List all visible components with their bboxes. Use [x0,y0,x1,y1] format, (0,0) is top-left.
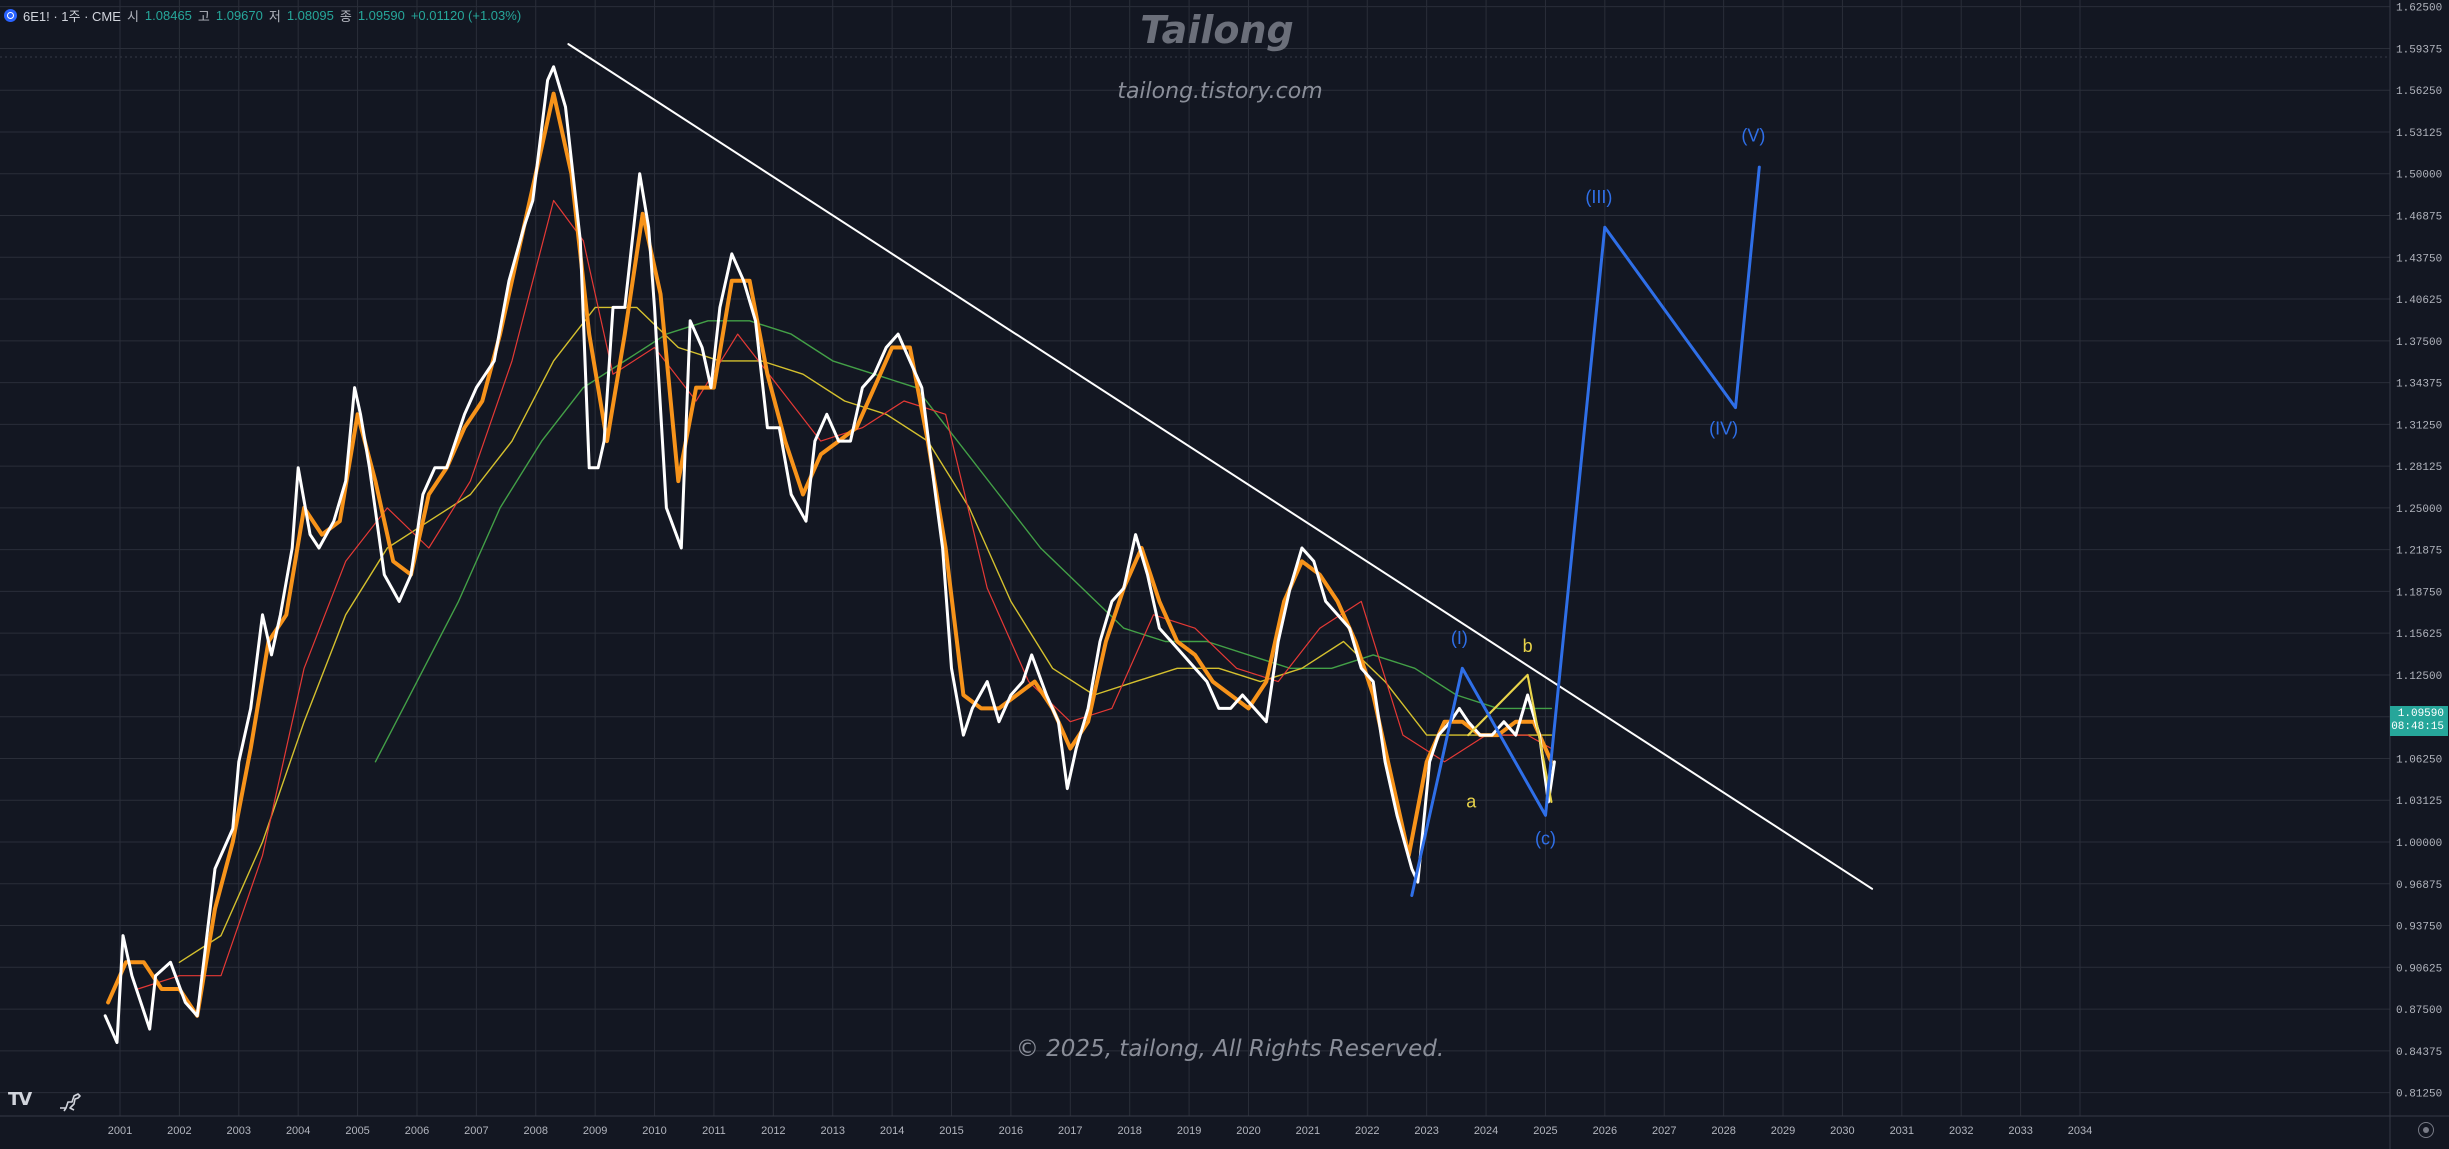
wave-label: (c) [1535,829,1556,849]
x-tick-label: 2003 [227,1125,251,1137]
y-tick-label: 1.40625 [2396,295,2442,307]
x-tick-label: 2002 [167,1125,191,1137]
wave-label: (IV) [1709,418,1738,438]
x-tick-label: 2020 [1236,1125,1260,1137]
wave-label: (III) [1585,187,1612,207]
wave-label: b [1523,636,1533,656]
x-tick-label: 2025 [1533,1125,1557,1137]
x-tick-label: 2028 [1711,1125,1735,1137]
x-tick-label: 2012 [761,1125,785,1137]
high-value: 1.09670 [215,8,263,23]
y-tick-label: 1.37500 [2396,337,2442,349]
ma-red-line [137,199,1552,990]
x-tick-label: 2023 [1414,1125,1438,1137]
y-tick-label: 0.96875 [2396,880,2442,892]
symbol-label[interactable]: 6E1! · 1주 · CME [23,9,121,24]
x-tick-label: 2030 [1830,1125,1854,1137]
y-tick-label: 0.84375 [2396,1047,2442,1059]
y-tick-label: 0.90625 [2396,963,2442,975]
y-tick-label: 1.15625 [2396,629,2442,641]
x-tick-label: 2027 [1652,1125,1676,1137]
x-tick-label: 2001 [108,1125,132,1137]
open-label: 시 [126,9,139,24]
price-line [103,65,1556,1044]
wave-label: (V) [1741,126,1765,146]
ma-orange-line [106,91,1554,1018]
close-value: 1.09590 [357,8,405,23]
y-tick-label: 1.50000 [2396,170,2442,182]
high-label: 고 [197,9,210,24]
x-tick-label: 2019 [1177,1125,1201,1137]
y-tick-label: 1.06250 [2396,754,2442,766]
low-value: 1.08095 [286,8,334,23]
open-value: 1.08465 [144,8,192,23]
y-tick-label: 1.21875 [2396,546,2442,558]
ticker-header: 6E1! · 1주 · CME 시 1.08465 고 1.09670 저 1.080… [4,6,521,25]
settings-icon[interactable] [2418,1122,2434,1138]
dino-icon[interactable] [56,1088,84,1112]
y-tick-label: 1.56250 [2396,86,2442,98]
tradingview-logo-icon[interactable]: TV [8,1089,32,1110]
y-tick-label: 1.62500 [2396,3,2442,15]
x-tick-label: 2011 [702,1125,726,1137]
change-value: +0.01120 (+1.03%) [410,8,522,23]
y-tick-label: 1.59375 [2396,44,2442,56]
y-tick-label: 1.46875 [2396,212,2442,224]
y-tick-label: 0.81250 [2396,1089,2442,1101]
y-tick-label: 1.03125 [2396,796,2442,808]
x-tick-label: 2005 [345,1125,369,1137]
y-tick-label: 1.34375 [2396,379,2442,391]
x-tick-label: 2033 [2008,1125,2032,1137]
x-tick-label: 2024 [1474,1125,1498,1137]
bar-countdown: 08:48:15 [2391,720,2444,733]
x-tick-label: 2006 [405,1125,429,1137]
y-tick-label: 1.53125 [2396,128,2442,140]
y-tick-label: 1.00000 [2396,838,2442,850]
wave-label: (I) [1451,628,1468,648]
x-tick-label: 2026 [1593,1125,1617,1137]
y-tick-label: 1.28125 [2396,462,2442,474]
x-tick-label: 2013 [820,1125,844,1137]
y-tick-label: 1.31250 [2396,420,2442,432]
x-tick-label: 2016 [999,1125,1023,1137]
watermark-title: Tailong [1140,8,1293,52]
x-tick-label: 2034 [2068,1125,2092,1137]
x-tick-label: 2029 [1771,1125,1795,1137]
x-tick-label: 2007 [464,1125,488,1137]
elliott-wave-projection [1410,165,1761,897]
y-tick-label: 1.12500 [2396,671,2442,683]
watermark-site: tailong.tistory.com [1117,79,1322,104]
x-tick-label: 2004 [286,1125,310,1137]
x-tick-label: 2018 [1117,1125,1141,1137]
x-tick-label: 2032 [1949,1125,1973,1137]
x-tick-label: 2022 [1355,1125,1379,1137]
y-tick-label: 0.87500 [2396,1005,2442,1017]
x-tick-label: 2017 [1058,1125,1082,1137]
y-tick-label: 1.25000 [2396,504,2442,516]
last-price-tag: 1.09590 08:48:15 [2390,705,2448,736]
x-tick-label: 2021 [1296,1125,1320,1137]
x-tick-label: 2014 [880,1125,904,1137]
watermark-copyright: © 2025, tailong, All Rights Reserved. [1016,1036,1444,1062]
x-tick-label: 2015 [939,1125,963,1137]
x-tick-label: 2010 [642,1125,666,1137]
resistance-trendline [567,43,1874,890]
x-tick-label: 2009 [583,1125,607,1137]
ma-green-line [374,320,1553,763]
symbol-logo-icon [4,9,17,22]
last-price-value: 1.09590 [2397,707,2444,720]
low-label: 저 [268,9,281,24]
y-tick-label: 0.93750 [2396,922,2442,934]
wave-label: a [1466,791,1477,811]
y-tick-label: 1.18750 [2396,587,2442,599]
x-tick-label: 2008 [524,1125,548,1137]
close-label: 종 [339,9,352,24]
y-tick-label: 1.43750 [2396,253,2442,265]
x-tick-label: 2031 [1890,1125,1914,1137]
